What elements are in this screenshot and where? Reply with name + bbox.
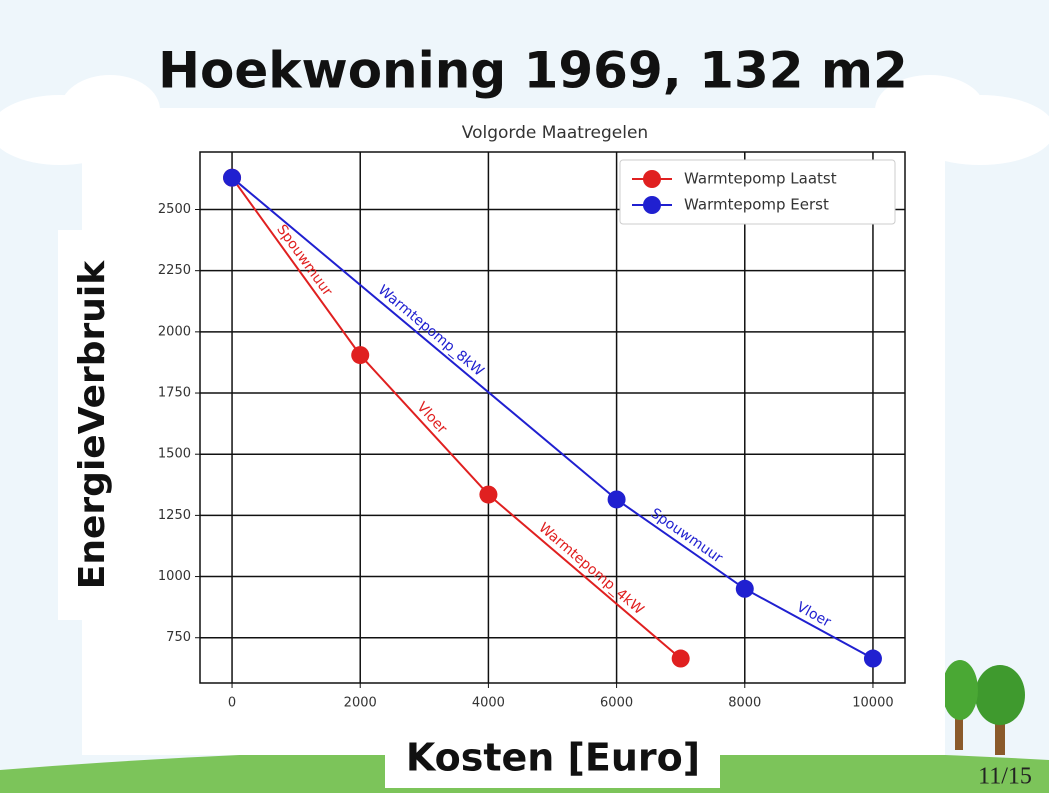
y-tick-label: 1250 xyxy=(158,508,191,523)
point xyxy=(607,490,626,509)
legend-label: Warmtepomp Laatst xyxy=(684,170,837,188)
y-label-box xyxy=(58,230,124,620)
legend-marker xyxy=(643,196,661,214)
x-tick-label: 10000 xyxy=(852,696,893,711)
plot-frame xyxy=(199,151,906,684)
page-number: 11/15 xyxy=(978,764,1032,790)
point xyxy=(223,168,242,187)
point xyxy=(863,649,882,668)
y-tick-label: 2500 xyxy=(158,202,191,217)
point xyxy=(735,579,754,598)
legend-box xyxy=(619,159,896,225)
legend-marker xyxy=(643,170,661,188)
y-tick-label: 1000 xyxy=(158,569,191,584)
x-axis-label: Kosten [Euro] xyxy=(406,736,700,780)
series-line xyxy=(231,176,874,660)
y-tick-label: 1500 xyxy=(158,447,191,462)
point xyxy=(351,346,370,365)
point xyxy=(479,485,498,504)
y-tick-label: 2250 xyxy=(158,263,191,278)
slide-title: Hoekwoning 1969, 132 m2 xyxy=(158,42,908,100)
y-axis-label: EnergieVerbruik xyxy=(72,260,113,589)
x-tick-label: 2000 xyxy=(344,696,377,711)
legend-label: Warmtepomp Eerst xyxy=(684,196,829,214)
y-tick-label: 1750 xyxy=(158,386,191,401)
point xyxy=(671,649,690,668)
x-tick-label: 6000 xyxy=(600,696,633,711)
y-tick-label: 750 xyxy=(166,630,191,645)
trees xyxy=(942,660,1025,755)
series-line xyxy=(231,177,682,660)
x-tick-label: 4000 xyxy=(472,696,505,711)
chart-title: Volgorde Maatregelen xyxy=(462,123,648,143)
y-tick-label: 2000 xyxy=(158,324,191,339)
x-tick-label: 8000 xyxy=(728,696,761,711)
x-tick-label: 0 xyxy=(228,696,236,711)
x-label-box xyxy=(385,733,720,788)
